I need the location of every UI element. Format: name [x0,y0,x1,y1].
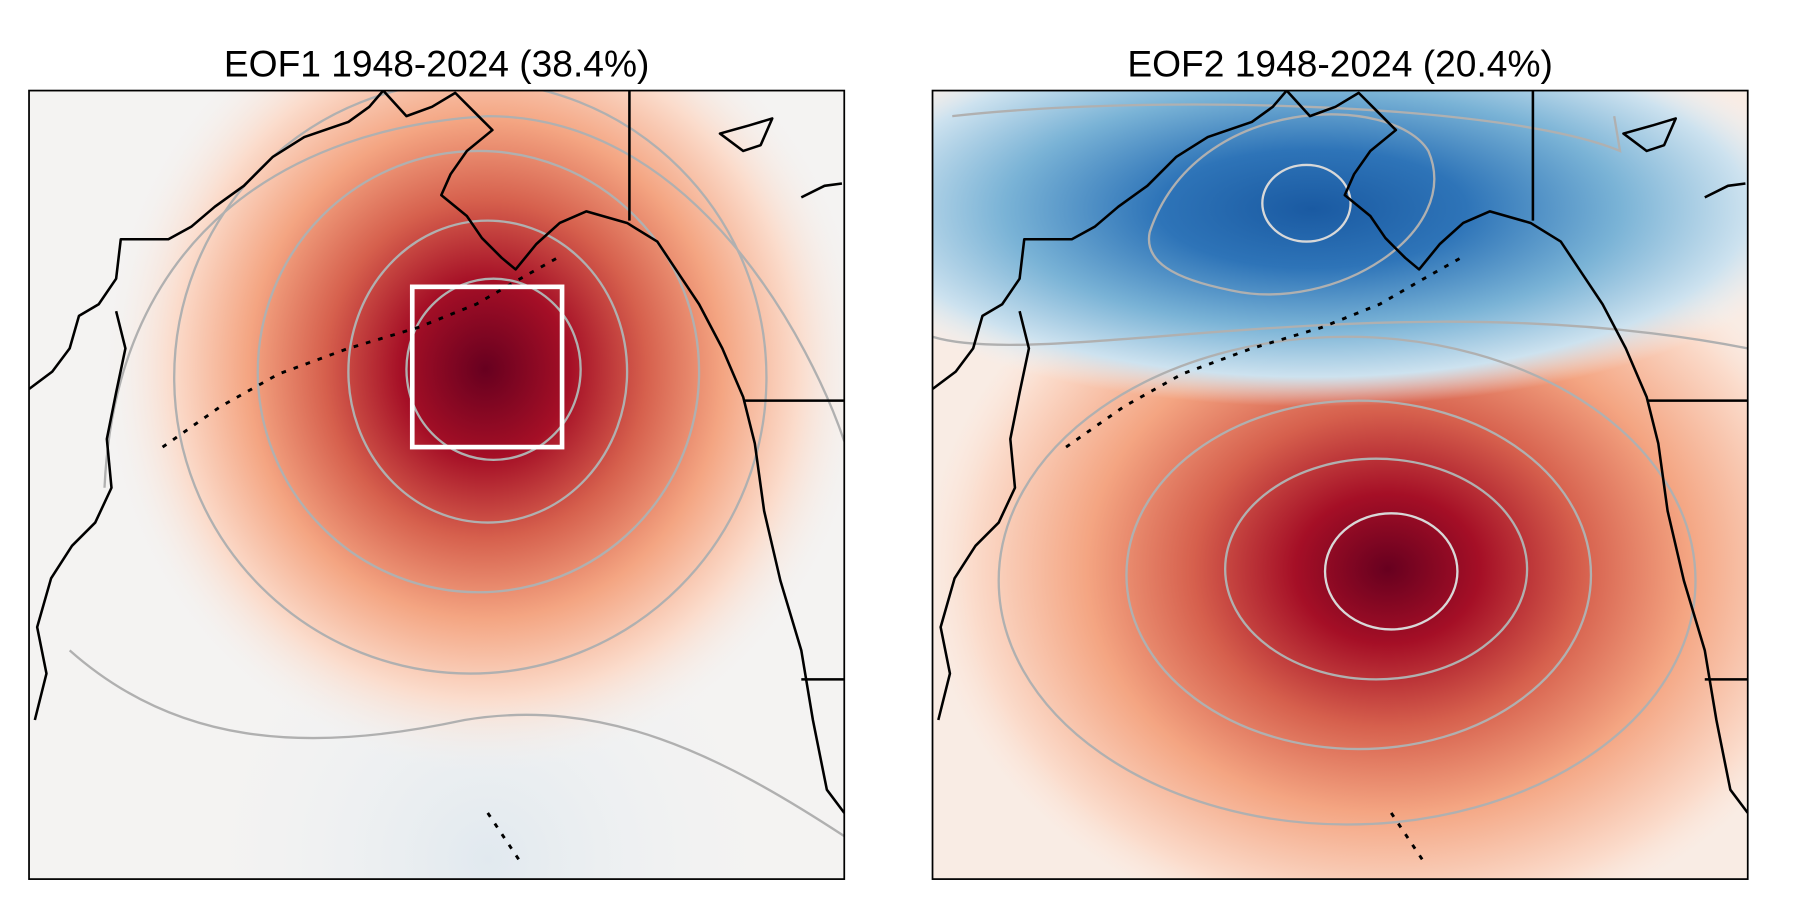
contour [68,649,845,838]
panel-title: EOF1 1948-2024 (38.4%) [224,43,649,85]
contour [1147,113,1436,296]
shading [29,90,845,880]
panel-title: EOF2 1948-2024 (20.4%) [1127,43,1552,85]
contour [1125,399,1593,751]
contour [1224,457,1529,681]
contour [997,335,1697,826]
contour [103,114,845,488]
contour [173,90,768,675]
contour [952,103,1622,153]
map-panel [932,90,1748,880]
panel-frame [28,89,846,880]
contour [347,219,629,524]
panel-frame [931,89,1749,880]
contour [1261,163,1352,243]
contour [1323,512,1459,631]
contour [256,149,701,594]
shading [932,90,1748,880]
index-box [409,284,565,450]
contour [405,277,582,462]
contour [932,320,1748,350]
map-panel [29,90,845,880]
